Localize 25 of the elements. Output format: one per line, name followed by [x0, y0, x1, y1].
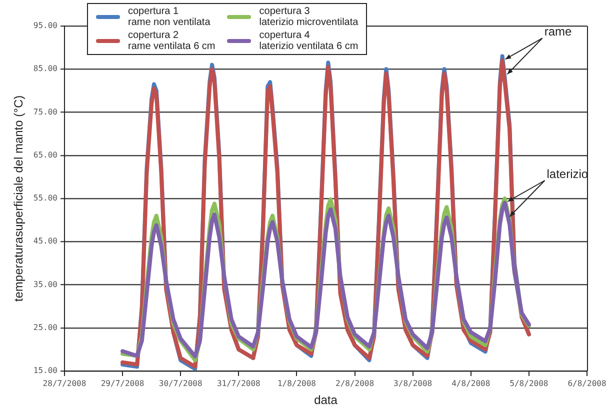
annotation: laterizio [546, 166, 588, 181]
y-axis-title: temperaturasuperficiale del manto (°C) [12, 95, 26, 302]
x-tick-label: 6/8/2008 [568, 378, 606, 388]
x-tick-label: 3/8/2008 [394, 378, 432, 388]
x-axis-title: data [314, 393, 338, 408]
x-tick-label: 2/8/2008 [336, 378, 374, 388]
y-tick-label: 45.00 [33, 236, 58, 246]
x-tick-label: 30/7/2008 [158, 378, 202, 388]
y-tick-label: 35.00 [33, 280, 58, 289]
y-tick-label: 25.00 [33, 322, 58, 332]
x-tick-label: 31/7/2008 [216, 378, 261, 388]
x-tick-label: 28/7/2008 [42, 378, 86, 388]
x-tick-label: 1/8/2008 [277, 378, 316, 388]
legend-label: copertura 4 laterizio ventilata 6 cm [259, 30, 358, 52]
x-tick-label: 29/7/2008 [100, 378, 144, 388]
x-tick-label: 5/8/2008 [510, 378, 548, 388]
legend-label: copertura 2 rame ventilata 6 cm [128, 30, 216, 52]
y-tick-label: 95.00 [33, 21, 58, 30]
annotation: rame [544, 24, 572, 38]
y-tick-label: 15.00 [33, 366, 58, 376]
y-tick-label: 85.00 [33, 64, 58, 74]
y-tick-label: 75.00 [33, 107, 58, 116]
x-tick-label: 4/8/2008 [452, 378, 490, 388]
y-tick-label: 55.00 [33, 194, 58, 203]
y-tick-label: 65.00 [33, 150, 58, 160]
